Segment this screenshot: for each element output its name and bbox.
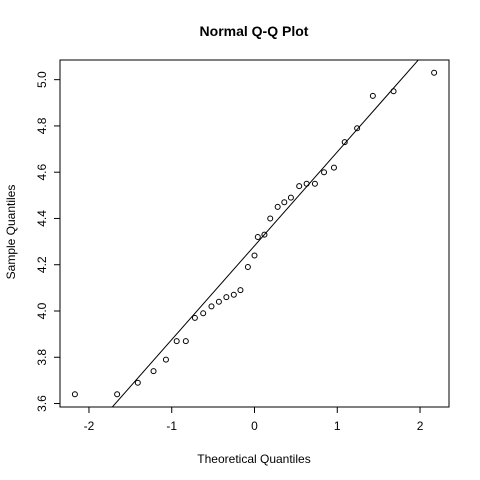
x-tick-label: -2 xyxy=(84,419,95,433)
chart-title: Normal Q-Q Plot xyxy=(200,23,309,39)
data-point xyxy=(274,203,281,210)
data-point xyxy=(321,169,328,176)
data-points xyxy=(71,69,438,398)
data-point xyxy=(330,164,337,171)
data-point xyxy=(267,215,274,222)
x-tick-label: 2 xyxy=(417,419,424,433)
data-point xyxy=(173,338,180,345)
data-point xyxy=(296,183,303,190)
x-axis-label: Theoretical Quantiles xyxy=(197,452,310,466)
y-tick-label: 4.8 xyxy=(35,117,49,134)
data-point xyxy=(390,88,397,95)
data-point xyxy=(208,303,215,310)
data-point xyxy=(251,252,258,259)
y-tick-label: 3.6 xyxy=(35,395,49,412)
data-point xyxy=(254,233,261,240)
data-point xyxy=(114,391,121,398)
y-tick-label: 4.0 xyxy=(35,302,49,319)
y-axis: 3.6 3.8 4.0 4.2 4.4 4.6 4.8 5.0 xyxy=(35,71,60,412)
qq-reference-line xyxy=(111,60,419,407)
x-axis: -2 -1 0 1 2 xyxy=(84,407,424,433)
data-point xyxy=(281,199,288,206)
data-point xyxy=(150,368,157,375)
y-tick-label: 4.4 xyxy=(35,210,49,227)
x-tick-label: -1 xyxy=(166,419,177,433)
data-point xyxy=(71,391,78,398)
data-point xyxy=(261,231,268,238)
data-point xyxy=(215,298,222,305)
y-tick-label: 4.6 xyxy=(35,164,49,181)
y-axis-label: Sample Quantiles xyxy=(4,185,18,280)
data-point xyxy=(191,314,198,321)
data-point xyxy=(237,287,244,294)
data-point xyxy=(244,264,251,271)
data-point xyxy=(162,356,169,363)
x-tick-label: 1 xyxy=(334,419,341,433)
y-tick-label: 3.8 xyxy=(35,349,49,366)
data-point xyxy=(303,180,310,187)
data-point xyxy=(354,125,361,132)
data-point xyxy=(200,310,207,317)
data-point xyxy=(182,338,189,345)
data-point xyxy=(287,194,294,201)
data-point xyxy=(431,69,438,76)
data-point xyxy=(341,139,348,146)
x-tick-label: 0 xyxy=(251,419,258,433)
data-point xyxy=(223,294,230,301)
y-tick-label: 5.0 xyxy=(35,71,49,88)
data-point xyxy=(134,379,141,386)
data-point xyxy=(230,291,237,298)
data-point xyxy=(311,180,318,187)
y-tick-label: 4.2 xyxy=(35,256,49,273)
data-point xyxy=(369,92,376,99)
